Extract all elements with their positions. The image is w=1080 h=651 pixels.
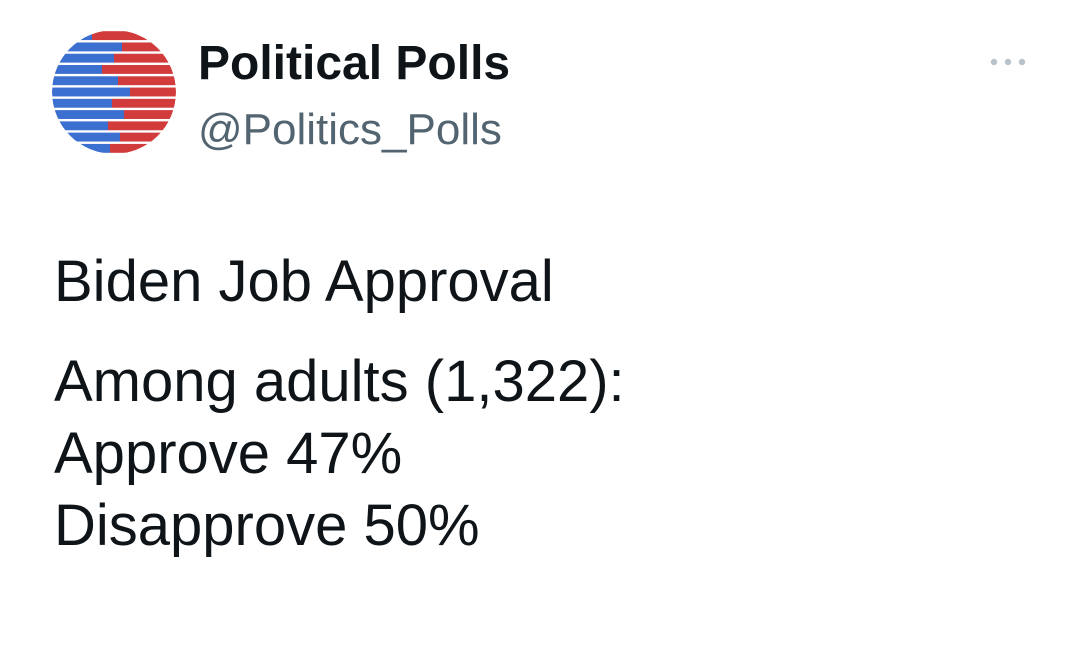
logo-bar-red bbox=[92, 31, 176, 41]
logo-bar-blue bbox=[52, 76, 118, 86]
logo-bar-red bbox=[118, 76, 176, 86]
logo-bar-blue bbox=[52, 65, 102, 74]
logo-bar-red bbox=[124, 110, 176, 119]
logo-bar-red bbox=[112, 98, 176, 108]
logo-bar-blue bbox=[52, 87, 130, 97]
logo-bar-blue bbox=[52, 98, 112, 108]
logo-bar-red bbox=[114, 53, 176, 63]
user-handle[interactable]: @Politics_Polls bbox=[198, 105, 502, 154]
more-options-button[interactable] bbox=[982, 44, 1034, 80]
logo-bar-blue bbox=[52, 31, 92, 41]
logo-bar-blue bbox=[52, 143, 110, 153]
display-name[interactable]: Political Polls bbox=[198, 37, 511, 90]
logo-bar-blue bbox=[52, 132, 120, 142]
logo-bar-red bbox=[110, 143, 176, 153]
tweet-title: Biden Job Approval bbox=[54, 249, 554, 314]
ellipsis-icon bbox=[990, 58, 1026, 66]
disapprove-line: Disapprove 50% bbox=[54, 493, 480, 558]
political-polls-logo-icon bbox=[52, 31, 176, 153]
logo-bar-blue bbox=[52, 42, 122, 52]
logo-bar-blue bbox=[52, 121, 108, 131]
logo-bar-red bbox=[130, 87, 176, 97]
logo-bar-red bbox=[122, 42, 176, 52]
logo-bar-blue bbox=[52, 110, 124, 119]
logo-bar-red bbox=[108, 121, 176, 131]
avatar[interactable] bbox=[52, 30, 176, 154]
logo-bar-red bbox=[120, 132, 176, 142]
approve-line: Approve 47% bbox=[54, 421, 403, 486]
sample-size-line: Among adults (1,322): bbox=[54, 349, 625, 414]
tweet-text: Biden Job Approval Among adults (1,322):… bbox=[54, 246, 1054, 562]
logo-bar-blue bbox=[52, 53, 114, 63]
logo-bar-red bbox=[102, 65, 176, 74]
